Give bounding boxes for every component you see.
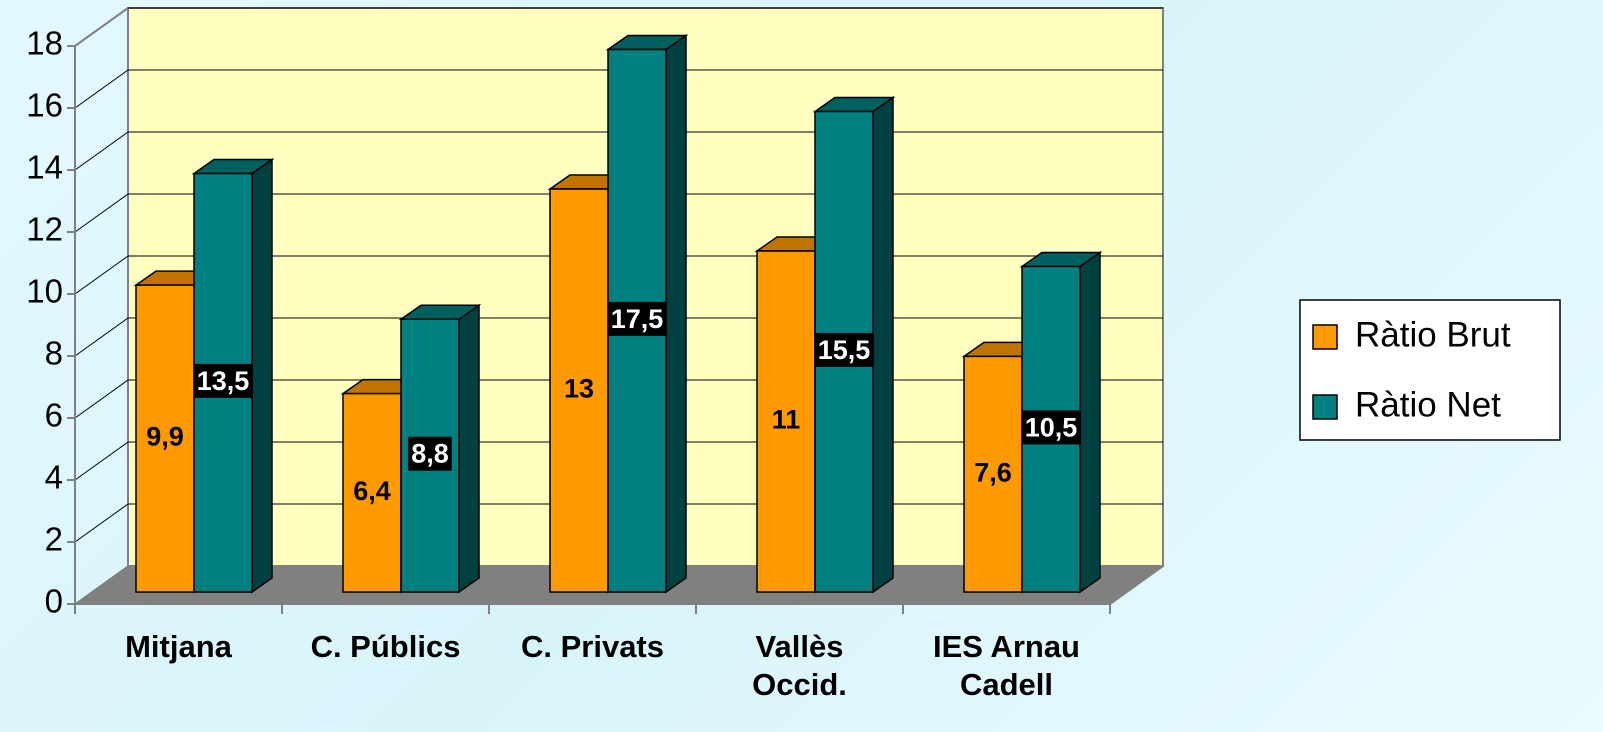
grid-line-side: [74, 69, 129, 109]
x-tick-label: C. Privats: [520, 629, 664, 664]
x-tick-label: C. Públics: [310, 629, 461, 664]
y-tick-label: 18: [26, 25, 63, 62]
value-label: 11: [772, 405, 801, 435]
x-tick-label: Vallès Occid.: [752, 629, 847, 702]
value-label: 13: [564, 374, 594, 404]
bar-side: [665, 34, 687, 594]
value-label: 15,5: [818, 335, 871, 365]
value-label: 8,8: [411, 439, 449, 469]
grid-line-side: [74, 193, 129, 233]
value-label-box: [1021, 410, 1081, 445]
y-tick-label: 4: [45, 459, 63, 496]
value-label-box: [814, 332, 874, 367]
legend-swatch: [1312, 394, 1338, 420]
bar-side: [458, 303, 480, 594]
grid-line-side: [74, 503, 129, 543]
y-tick-label: 16: [26, 87, 63, 124]
grid-line-side: [74, 131, 129, 171]
bar-side: [1079, 251, 1101, 594]
x-tick-label: Mitjana: [125, 629, 232, 664]
y-axis-depth: [74, 7, 129, 47]
value-label: 9,9: [146, 422, 184, 452]
value-label-box: [607, 301, 667, 336]
value-label: 17,5: [611, 304, 664, 334]
bar-side: [251, 158, 273, 594]
value-label: 6,4: [353, 476, 391, 506]
grid-line-side: [74, 255, 129, 295]
bar-front: [549, 188, 609, 593]
value-label: 13,5: [197, 366, 250, 396]
y-tick-label: 14: [26, 149, 63, 186]
grid-line-side: [74, 317, 129, 357]
y-tick-label: 2: [45, 521, 63, 558]
x-axis-depth: [1109, 565, 1164, 605]
legend-label: Ràtio Net: [1355, 385, 1501, 424]
legend-label: Ràtio Brut: [1355, 315, 1511, 354]
value-label-box: [408, 436, 452, 471]
value-label: 10,5: [1025, 412, 1078, 442]
bar-side: [872, 96, 894, 594]
y-tick-label: 8: [45, 335, 63, 372]
bar-front: [963, 355, 1023, 593]
grid-line-side: [74, 441, 129, 481]
bar-front: [756, 250, 816, 593]
y-tick-label: 6: [45, 397, 63, 434]
value-label-box: [193, 363, 253, 398]
y-tick-label: 10: [26, 273, 63, 310]
legend-box: [1299, 299, 1561, 441]
legend-swatch: [1312, 324, 1338, 350]
value-label: 7,6: [974, 457, 1012, 487]
x-tick-label: IES Arnau Cadell: [933, 629, 1080, 702]
y-tick-label: 12: [26, 211, 63, 248]
grid-line-side: [74, 379, 129, 419]
y-tick-label: 0: [45, 583, 63, 620]
bar-front: [342, 392, 402, 593]
